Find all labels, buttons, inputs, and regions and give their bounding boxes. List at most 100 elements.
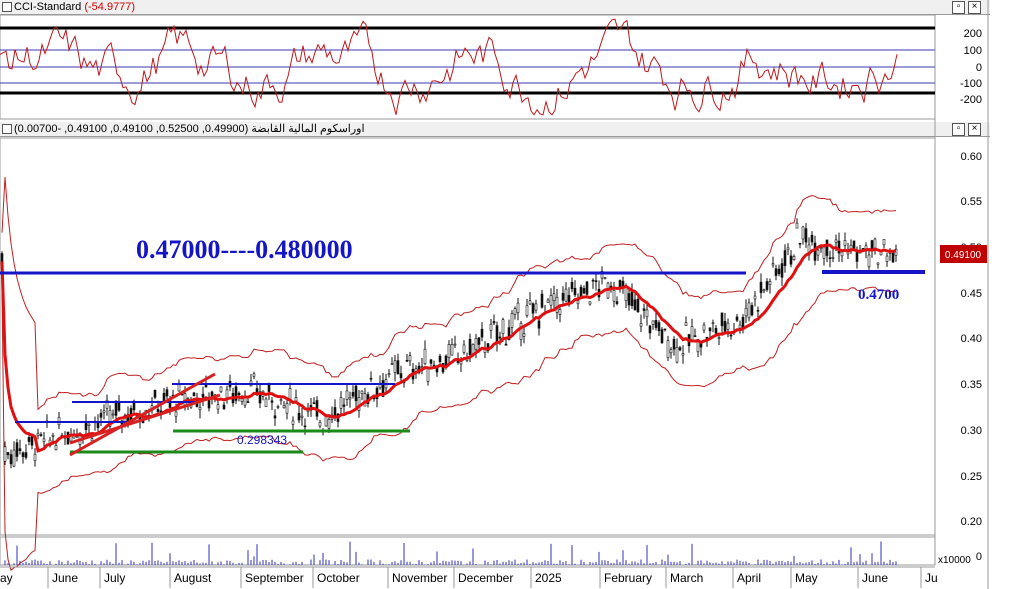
cci-tick-label: 100 — [964, 45, 982, 57]
price-panel-checkbox[interactable] — [2, 124, 12, 134]
cci-reference-lines — [0, 26, 935, 95]
candle-body — [468, 338, 472, 355]
candle-body — [429, 359, 433, 364]
candle-body — [462, 344, 466, 353]
cci-restore-button[interactable]: ▫ — [952, 1, 965, 14]
candle-body — [852, 240, 856, 250]
month-label: March — [670, 571, 703, 585]
candle-body — [855, 252, 859, 262]
candle-body — [264, 398, 268, 408]
candle-body — [12, 449, 16, 467]
candle-body — [816, 249, 820, 256]
candle-body — [708, 327, 712, 332]
candle-body — [678, 347, 682, 351]
stock-name: اوراسكوم المالية القابضة — [251, 123, 365, 135]
candle-body — [798, 242, 802, 245]
candle-body — [153, 390, 157, 398]
candle-body — [39, 434, 43, 436]
candle-body — [396, 360, 400, 375]
cci-panel-header: CCI-Standard (-54.9777) ▫ × — [0, 0, 990, 15]
candle-body — [246, 401, 250, 403]
candle-body — [630, 290, 634, 306]
candle-body — [594, 280, 598, 283]
candle-body — [51, 434, 55, 437]
candle-body — [258, 391, 262, 404]
candle-body — [36, 432, 40, 436]
candle-body — [840, 251, 844, 257]
candle-body — [771, 263, 775, 266]
candle-body — [588, 301, 592, 305]
candle-body — [774, 268, 778, 276]
cci-tick-label: 200 — [964, 28, 982, 40]
candle-body — [504, 343, 508, 346]
candle-body — [837, 240, 841, 254]
candle-body — [498, 336, 502, 339]
price-restore-button[interactable]: ▫ — [952, 123, 965, 136]
candle-body — [342, 404, 346, 407]
candle-body — [558, 309, 562, 315]
candle-body — [573, 287, 577, 296]
candle-body — [369, 377, 373, 380]
bollinger-lower-band — [1, 286, 897, 571]
candle-body — [513, 308, 517, 315]
candle-body — [555, 296, 559, 313]
candle-body — [519, 322, 523, 340]
candle-body — [108, 409, 112, 427]
cci-tick-label: -200 — [960, 94, 982, 106]
month-label: May — [795, 571, 818, 585]
candle-body — [219, 386, 223, 393]
candle-body — [582, 288, 586, 294]
candle-body — [651, 320, 655, 325]
candle-body — [666, 340, 670, 358]
candle-body — [570, 282, 574, 290]
candle-body — [633, 299, 637, 311]
candle-body — [345, 390, 349, 400]
candle-body — [27, 437, 31, 442]
candle-body — [726, 322, 730, 330]
candle-body — [66, 431, 70, 445]
candle-body — [564, 288, 568, 302]
month-label: Ju — [925, 571, 938, 585]
cci-panel-checkbox[interactable] — [2, 2, 12, 12]
candle-body — [819, 247, 823, 249]
candle-body — [813, 242, 817, 261]
candle-body — [756, 309, 760, 312]
candle-body — [672, 338, 676, 350]
candle-body — [591, 279, 595, 282]
candle-body — [654, 319, 658, 328]
candle-body — [780, 263, 784, 278]
price-plot-frame — [0, 137, 936, 536]
candle-body — [720, 312, 724, 327]
candle-body — [348, 397, 352, 400]
candle-body — [777, 268, 781, 275]
candle-body — [885, 255, 889, 262]
month-label: June — [862, 571, 888, 585]
candle-body — [453, 343, 457, 346]
candle-body — [792, 256, 796, 260]
ohlc-readout: (0.49900, 0.52500, 0.49100, 0.49100, -0.… — [14, 123, 249, 135]
cci-close-button[interactable]: × — [968, 1, 981, 14]
candle-body — [387, 373, 391, 375]
candle-body — [165, 389, 169, 397]
candle-body — [477, 337, 481, 345]
candle-body — [645, 309, 649, 318]
candle-body — [702, 324, 706, 331]
candle-body — [540, 293, 544, 308]
candle-body — [843, 240, 847, 246]
candle-body — [612, 289, 616, 302]
candle-body — [525, 305, 529, 316]
candle-body — [90, 438, 94, 442]
candle-body — [21, 452, 25, 457]
volume-unit-label: x10000 — [938, 555, 971, 566]
candle-body — [753, 295, 757, 300]
month-label: ay — [0, 571, 13, 585]
candle-body — [795, 222, 799, 229]
candle-body — [537, 320, 541, 329]
candle-body — [267, 384, 271, 392]
price-close-button[interactable]: × — [968, 123, 981, 136]
candle-body — [834, 239, 838, 243]
last-price-label: 0.49100 — [945, 250, 982, 261]
candle-body — [825, 239, 829, 256]
candle-body — [717, 337, 721, 339]
